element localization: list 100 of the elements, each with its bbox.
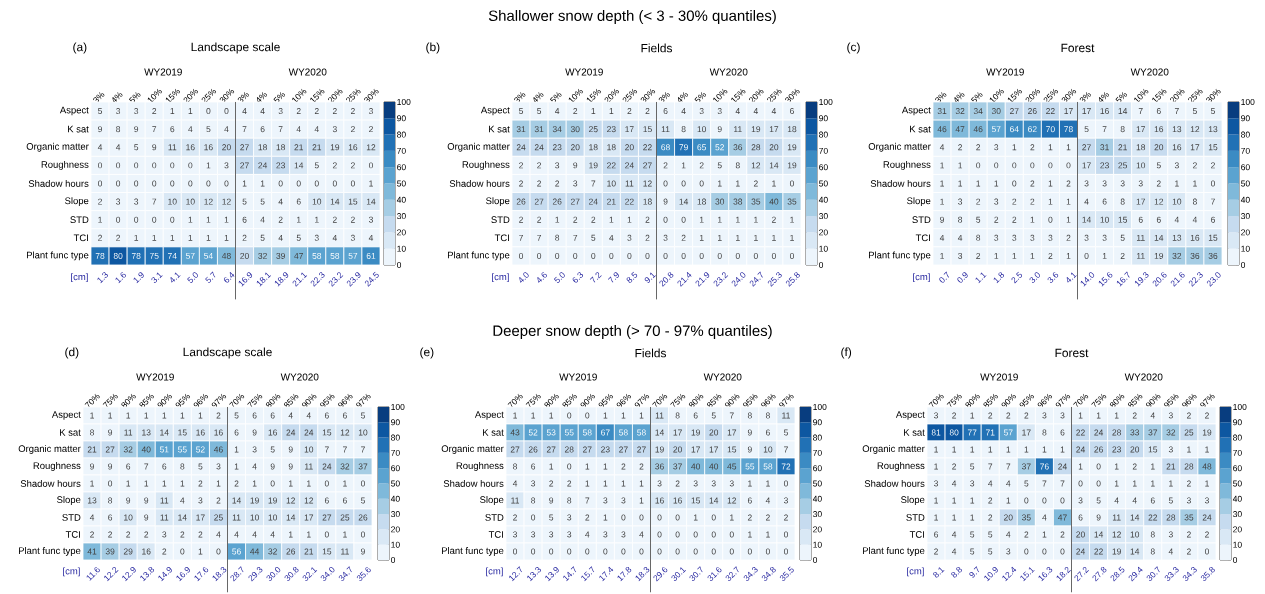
data-label: 32	[955, 108, 965, 115]
data-label: 1	[234, 446, 239, 453]
data-label: 1	[639, 480, 644, 487]
data-label: 1	[297, 216, 301, 223]
text: WY2020	[703, 373, 742, 381]
data-label: 0	[681, 252, 686, 259]
data-label: 15	[1208, 234, 1218, 241]
data-label: 10	[763, 446, 773, 453]
data-label: 0	[531, 514, 536, 521]
data-label: 1	[988, 446, 993, 453]
text: WY2019	[980, 373, 1018, 381]
data-label: 17	[1022, 429, 1031, 436]
text: 1.9	[133, 272, 144, 284]
text: WY2020	[1124, 373, 1163, 381]
data-label: 2	[1066, 180, 1071, 187]
data-label: 71	[985, 429, 995, 436]
color-bar-label: 30	[819, 213, 828, 220]
x-tick-label: 96%	[193, 393, 209, 408]
data-label: 37	[1021, 463, 1031, 470]
data-label: 9	[126, 497, 131, 504]
data-label: 18	[607, 144, 616, 151]
data-label: 1	[555, 216, 560, 223]
data-label: 1	[603, 412, 608, 419]
data-label: 6	[252, 412, 257, 419]
data-label: 80	[949, 429, 959, 436]
data-label: 8	[1042, 429, 1047, 436]
data-label: 2	[234, 480, 239, 487]
data-label: 10	[1100, 216, 1109, 223]
data-label: 18	[258, 144, 267, 151]
data-label: 15	[348, 198, 358, 205]
data-label: 47	[294, 253, 304, 259]
x-tick-label: 97%	[1055, 393, 1071, 408]
data-label: 4	[306, 412, 311, 419]
data-label: 13	[142, 429, 151, 436]
data-label: 16	[186, 144, 195, 151]
data-label: 11	[168, 144, 177, 151]
data-label: 4	[234, 531, 239, 538]
data-label: 2	[90, 531, 94, 538]
data-label: 4	[332, 234, 337, 241]
chart-title: Landscape scale	[191, 42, 280, 54]
data-label: 7	[152, 198, 157, 205]
data-label: 0	[639, 514, 644, 521]
color-bar-label: 0	[1233, 556, 1238, 563]
data-label: 2	[784, 514, 788, 521]
color-bar-label: 40	[390, 495, 400, 502]
data-label: 26	[516, 198, 526, 205]
data-label: 9	[940, 216, 944, 223]
data-label: 1	[513, 412, 517, 419]
data-label: 1	[754, 234, 758, 241]
data-label: 1	[260, 180, 265, 187]
data-label: 0	[1012, 180, 1017, 187]
data-label: 1	[206, 162, 211, 169]
data-label: 2	[976, 144, 981, 151]
color-bar-label: 0	[813, 556, 818, 563]
data-label: 15	[691, 497, 701, 504]
data-label: 7	[784, 446, 788, 453]
data-label: 1	[699, 216, 704, 223]
data-label: 4	[1114, 497, 1119, 504]
x-tick-label: 30%	[219, 88, 235, 103]
data-label: 3	[1168, 412, 1173, 419]
data-label: 1	[289, 531, 293, 538]
color-bar-label: 30	[1233, 511, 1242, 518]
data-label: 32	[1166, 429, 1176, 436]
data-label: 5	[976, 216, 981, 223]
text: 3.6	[1047, 272, 1059, 283]
data-label: 7	[343, 446, 347, 453]
data-label: 8	[735, 162, 740, 169]
data-label: 0	[609, 252, 614, 259]
text: WY2020	[280, 373, 319, 381]
data-label: 3	[368, 216, 373, 223]
data-label: 16	[204, 144, 213, 151]
text: 16.9	[238, 272, 253, 287]
data-label: 9	[90, 463, 94, 470]
data-label: 8	[1120, 198, 1125, 205]
text: WY2019	[986, 68, 1024, 76]
data-label: 0	[627, 252, 632, 259]
data-label: 6	[242, 216, 247, 223]
data-label: 3	[549, 531, 554, 538]
text: 0.7	[939, 271, 950, 283]
data-label: 0	[675, 531, 680, 538]
data-label: 1	[1151, 480, 1155, 487]
data-label: 14	[160, 429, 169, 436]
text: 12.2	[104, 566, 119, 582]
data-label: 16	[673, 497, 682, 504]
data-label: 1	[772, 234, 776, 241]
data-label: 67	[601, 429, 610, 436]
data-label: 10	[304, 446, 314, 453]
data-label: 1	[603, 480, 608, 487]
data-label: 21	[304, 548, 314, 555]
x-tick-label: 75%	[670, 393, 686, 408]
data-label: 25	[589, 126, 598, 133]
data-label: 1	[1006, 497, 1011, 504]
x-tick-label: 75%	[1091, 393, 1107, 408]
y-tick-label: Slope	[57, 496, 81, 505]
data-label: 13	[1172, 126, 1182, 133]
text: 27.2	[1074, 566, 1089, 582]
text: 9.7	[969, 566, 980, 578]
color-bar-label: 60	[813, 465, 822, 472]
color-bar-label: 0	[1241, 261, 1246, 268]
data-label: 3	[1084, 234, 1089, 241]
